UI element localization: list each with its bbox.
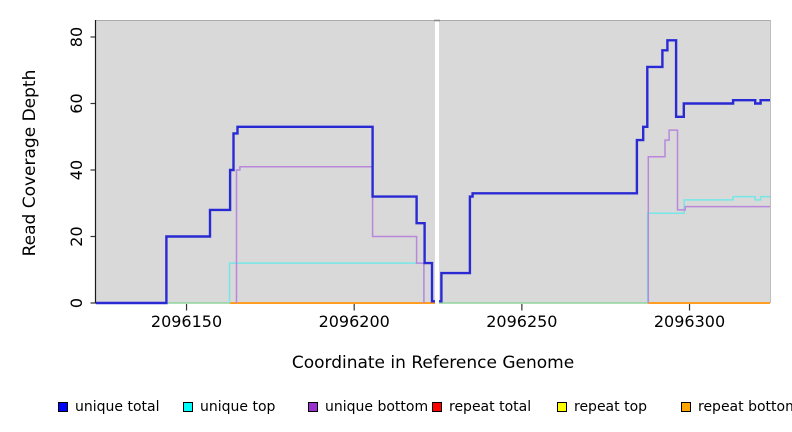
x-tick-label: 2096150: [151, 312, 222, 331]
series-line-unique-top: [646, 195, 770, 303]
x-tick-label: 2096300: [654, 312, 725, 331]
y-axis-title: Read Coverage Depth: [20, 69, 40, 257]
plot-panel-background: [96, 20, 770, 303]
series-line-unique-bottom: [647, 129, 770, 303]
x-axis-title: Coordinate in Reference Genome: [291, 353, 575, 373]
y-tick-label: 20: [67, 226, 86, 246]
series-line-unique-bottom: [235, 165, 425, 303]
y-tick-label: 80: [67, 27, 86, 47]
x-tick-label: 2096200: [319, 312, 390, 331]
y-tick-label: 60: [67, 93, 86, 113]
y-tick-label: 40: [67, 160, 86, 180]
no-data-gap-band: [435, 21, 440, 305]
y-tick-label: 0: [67, 298, 86, 308]
x-tick-label: 2096250: [486, 312, 557, 331]
series-line-unique-total: [96, 39, 770, 305]
